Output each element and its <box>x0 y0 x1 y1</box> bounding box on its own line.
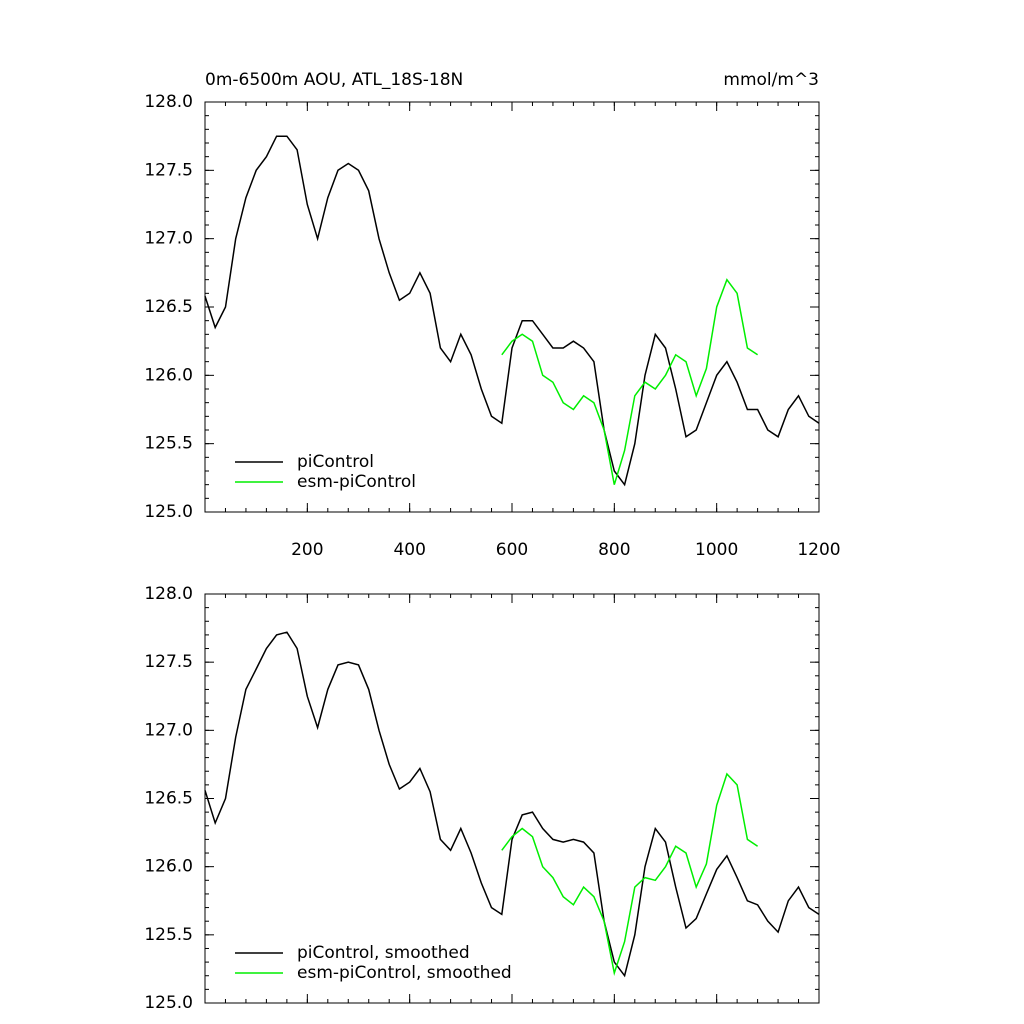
y-tick-label: 126.5 <box>144 297 193 317</box>
legend-label: esm-piControl <box>297 472 416 492</box>
legend-label: esm-piControl, smoothed <box>297 963 512 983</box>
plot-frame <box>204 101 820 513</box>
data-line <box>204 135 820 487</box>
chart-title: 0m-6500m AOU, ATL_18S-18N <box>205 70 463 90</box>
x-tick-label: 200 <box>291 540 323 560</box>
y-tick-label: 127.5 <box>144 160 193 180</box>
y-tick-label: 126.5 <box>144 789 193 809</box>
x-tick-label: 400 <box>393 540 425 560</box>
data-line <box>501 772 759 976</box>
y-tick-label: 126.0 <box>144 365 193 385</box>
y-tick-label: 127.0 <box>144 229 193 249</box>
y-tick-label: 127.0 <box>144 720 193 740</box>
y-tick-label: 128.0 <box>144 92 193 112</box>
legend-label: piControl, smoothed <box>297 943 470 963</box>
y-tick-label: 128.0 <box>144 584 193 604</box>
y-tick-label: 127.5 <box>144 652 193 672</box>
x-tick-label: 1000 <box>695 540 738 560</box>
y-tick-label: 125.5 <box>144 434 193 454</box>
plot-frame <box>204 593 820 1004</box>
data-line <box>204 631 820 978</box>
data-line <box>501 278 759 485</box>
y-tick-label: 125.0 <box>144 993 193 1013</box>
y-tick-label: 125.0 <box>144 502 193 522</box>
legend-label: piControl <box>297 452 374 472</box>
units-label: mmol/m^3 <box>723 70 819 90</box>
x-tick-label: 600 <box>496 540 528 560</box>
x-tick-label: 800 <box>598 540 630 560</box>
y-tick-label: 126.0 <box>144 857 193 877</box>
x-tick-label: 1200 <box>797 540 840 560</box>
y-tick-label: 125.5 <box>144 925 193 945</box>
